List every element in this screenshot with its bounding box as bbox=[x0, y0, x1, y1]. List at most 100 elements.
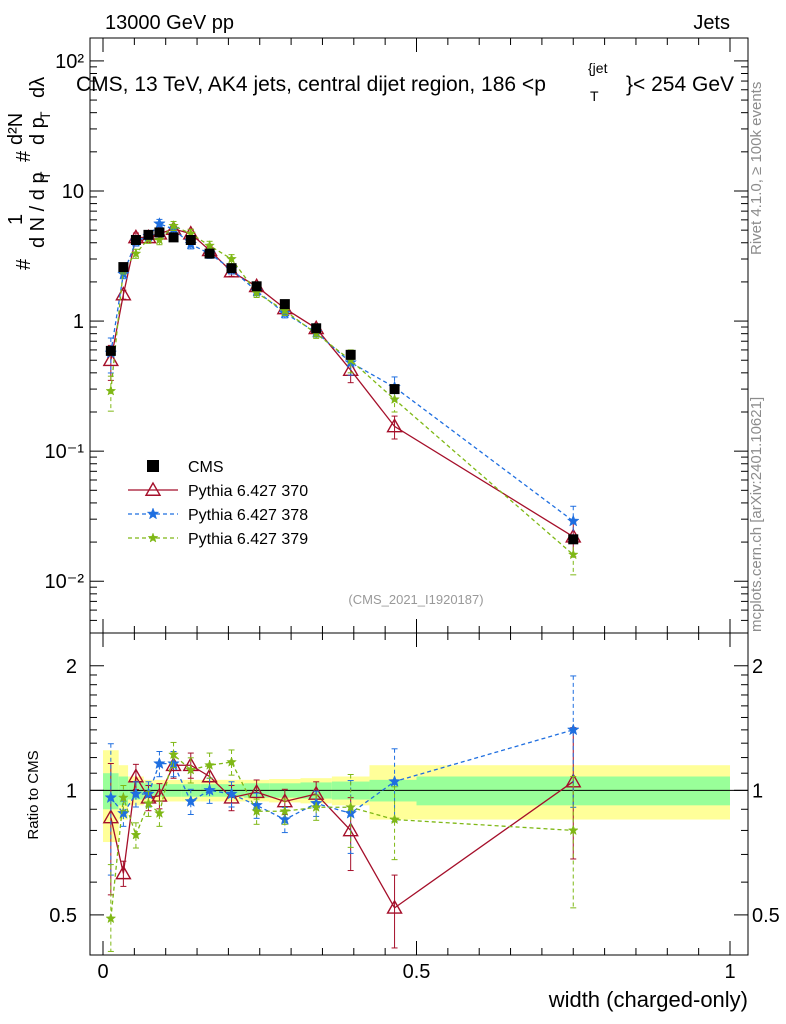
main-panel: 10⁻² 10⁻¹ 1 10 10² bbox=[45, 37, 749, 634]
ratio-tick-label-left: 1 bbox=[66, 780, 77, 802]
ratio-y-label: Ratio to CMS bbox=[25, 750, 42, 839]
ratio-point bbox=[248, 783, 265, 799]
cms-point bbox=[226, 263, 237, 274]
y-tick-label: 10⁻² bbox=[45, 571, 85, 593]
ratio-point bbox=[279, 805, 291, 816]
legend: CMS Pythia 6.427 370 Pythia 6.427 378 Pythi… bbox=[128, 459, 308, 548]
ratio-point bbox=[143, 797, 154, 808]
cms-point bbox=[311, 323, 322, 334]
ratio-point bbox=[129, 787, 143, 800]
ratio-point bbox=[104, 790, 118, 804]
ratio-point bbox=[251, 805, 263, 816]
y-tick-label: 10² bbox=[55, 51, 84, 73]
cms-point bbox=[185, 234, 196, 245]
ratio-point bbox=[117, 791, 129, 803]
cms-point bbox=[154, 227, 165, 238]
cms-point bbox=[143, 229, 154, 240]
y-label-dpt: d p bbox=[27, 117, 49, 145]
series-line-2 bbox=[110, 225, 574, 556]
ratio-tick-label-right: 1 bbox=[752, 780, 763, 802]
x-tick-label: 0.5 bbox=[403, 961, 431, 983]
ratio-point bbox=[310, 801, 322, 812]
cms-point bbox=[118, 262, 129, 273]
plot-title: CMS, 13 TeV, AK4 jets, central dijet reg… bbox=[76, 73, 546, 96]
data-point bbox=[279, 305, 291, 316]
ratio-point bbox=[389, 813, 400, 825]
y-label-t2: T bbox=[37, 111, 53, 120]
cms-point bbox=[345, 349, 356, 360]
x-tick-label: 1 bbox=[724, 961, 735, 983]
y-label-hash2: # bbox=[13, 150, 35, 162]
legend-entry: Pythia 6.427 379 bbox=[188, 531, 308, 548]
legend-entry: Pythia 6.427 370 bbox=[188, 483, 308, 500]
header-right: Jets bbox=[693, 12, 730, 34]
ratio-panel: 0.5 0.5 1 1 2 2 bbox=[49, 632, 780, 956]
cms-point bbox=[279, 299, 290, 310]
ratio-frame bbox=[89, 632, 749, 956]
plot-title-sub: T bbox=[590, 88, 599, 104]
ratio-point bbox=[168, 748, 179, 760]
data-point bbox=[153, 216, 166, 230]
legend-entry: Pythia 6.427 378 bbox=[188, 507, 308, 524]
cms-point bbox=[168, 232, 179, 243]
data-point bbox=[204, 239, 215, 251]
legend-marker bbox=[144, 481, 162, 496]
y-label-d2n: d²N bbox=[5, 113, 27, 145]
series-line-0 bbox=[110, 228, 574, 538]
data-point bbox=[389, 393, 400, 404]
y-axis-label: # 1 d N / d p T # d²N d p T dλ bbox=[5, 77, 53, 270]
cms-point bbox=[389, 384, 400, 395]
side-rivet-label: Rivet 4.1.0, ≥ 100k events bbox=[748, 82, 765, 255]
data-point bbox=[386, 417, 403, 433]
data-point bbox=[226, 253, 237, 264]
y-label-dlambda: dλ bbox=[27, 77, 49, 98]
y-label-dn: d N / d p bbox=[27, 172, 49, 248]
data-point bbox=[567, 548, 579, 560]
ratio-point bbox=[154, 807, 165, 818]
plot-title-super: {jet bbox=[588, 60, 608, 76]
ratio-point bbox=[115, 864, 132, 880]
cms-point bbox=[130, 234, 141, 245]
watermark: (CMS_2021_I1920187) bbox=[348, 592, 483, 607]
ratio-tick-label-left: 2 bbox=[66, 656, 77, 678]
data-point bbox=[130, 247, 142, 259]
ratio-line-2 bbox=[110, 753, 574, 919]
data-point bbox=[154, 234, 165, 245]
y-label-one: 1 bbox=[5, 214, 27, 225]
side-mcplots-label: mcplots.cern.ch [arXiv:2401.10621] bbox=[748, 397, 765, 632]
data-point bbox=[566, 514, 580, 527]
ratio-point bbox=[388, 774, 401, 787]
ratio-point bbox=[130, 829, 142, 840]
ratio-point bbox=[226, 756, 237, 767]
ratio-tick-label-right: 0.5 bbox=[752, 905, 780, 927]
y-label-t1: T bbox=[37, 171, 53, 180]
x-tick-label: 0 bbox=[97, 961, 108, 983]
plot-title-tail: }< 254 GeV bbox=[626, 73, 734, 96]
ratio-point bbox=[386, 899, 403, 914]
legend-marker bbox=[147, 532, 159, 543]
series-line-1 bbox=[110, 222, 574, 522]
cms-point bbox=[204, 248, 215, 259]
x-axis-label: width (charged-only) bbox=[548, 987, 748, 1012]
ratio-point bbox=[165, 756, 182, 772]
ratio-point bbox=[345, 801, 357, 812]
cms-point bbox=[568, 534, 579, 545]
ratio-point bbox=[342, 822, 359, 837]
cms-point bbox=[251, 281, 262, 292]
ratio-point bbox=[225, 787, 238, 800]
data-point bbox=[168, 220, 179, 231]
ratio-point bbox=[566, 723, 580, 736]
y-tick-label: 10 bbox=[62, 181, 84, 203]
legend-marker bbox=[146, 507, 160, 520]
ratio-point bbox=[105, 912, 117, 924]
y-tick-label: 1 bbox=[73, 311, 84, 333]
y-tick-label: 10⁻¹ bbox=[45, 441, 85, 463]
y-label-hash1: # bbox=[13, 258, 35, 270]
header-left: 13000 GeV pp bbox=[105, 12, 234, 34]
ratio-tick-label-left: 0.5 bbox=[49, 905, 77, 927]
ratio-point bbox=[185, 764, 197, 775]
ratio-tick-label-right: 2 bbox=[752, 656, 763, 678]
legend-marker-cms bbox=[147, 460, 159, 472]
ratio-point bbox=[153, 757, 166, 770]
